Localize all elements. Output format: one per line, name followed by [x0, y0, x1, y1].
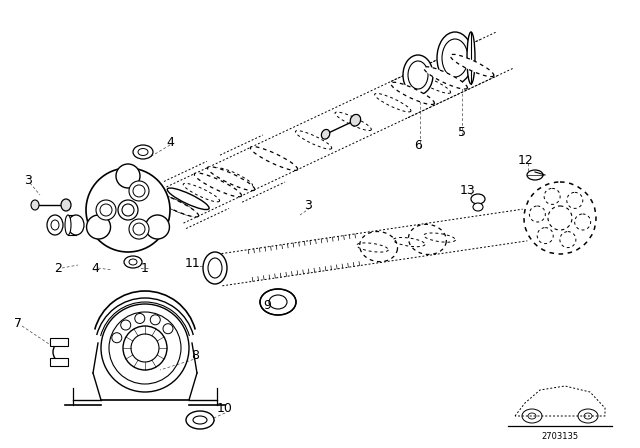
Ellipse shape: [31, 200, 39, 210]
Ellipse shape: [269, 295, 287, 309]
Ellipse shape: [133, 145, 153, 159]
Ellipse shape: [575, 214, 591, 230]
Ellipse shape: [203, 252, 227, 284]
Ellipse shape: [442, 39, 468, 77]
Ellipse shape: [68, 215, 84, 235]
Text: 5: 5: [458, 125, 466, 138]
Ellipse shape: [118, 200, 138, 220]
Ellipse shape: [527, 170, 543, 180]
Ellipse shape: [391, 82, 435, 104]
Ellipse shape: [129, 219, 149, 239]
Text: 3: 3: [24, 173, 32, 186]
Ellipse shape: [167, 188, 209, 210]
Bar: [50, 358, 68, 366]
Ellipse shape: [408, 61, 428, 89]
Text: 11: 11: [185, 257, 201, 270]
Ellipse shape: [195, 173, 241, 197]
Ellipse shape: [100, 204, 112, 216]
Ellipse shape: [61, 199, 71, 211]
Ellipse shape: [260, 289, 296, 315]
Text: 3: 3: [304, 198, 312, 211]
Ellipse shape: [250, 146, 298, 170]
Ellipse shape: [65, 215, 71, 235]
Ellipse shape: [135, 314, 145, 323]
Text: 8: 8: [191, 349, 199, 362]
Ellipse shape: [124, 256, 142, 268]
Ellipse shape: [450, 54, 494, 77]
Ellipse shape: [350, 114, 360, 126]
Ellipse shape: [544, 189, 560, 204]
Ellipse shape: [154, 194, 196, 216]
Ellipse shape: [86, 168, 170, 252]
Ellipse shape: [129, 259, 137, 265]
Ellipse shape: [129, 181, 149, 201]
Ellipse shape: [152, 193, 198, 217]
Ellipse shape: [133, 185, 145, 197]
Text: 2: 2: [54, 262, 62, 275]
Ellipse shape: [524, 182, 596, 254]
Ellipse shape: [51, 220, 59, 230]
Text: 9: 9: [263, 298, 271, 311]
Ellipse shape: [437, 32, 473, 84]
Ellipse shape: [193, 416, 207, 424]
Ellipse shape: [208, 258, 222, 278]
Text: 4: 4: [91, 262, 99, 275]
Text: 13: 13: [460, 184, 476, 197]
Ellipse shape: [150, 315, 160, 325]
Ellipse shape: [186, 411, 214, 429]
Bar: [50, 338, 68, 346]
Ellipse shape: [424, 67, 467, 89]
Text: 1: 1: [141, 262, 149, 275]
Ellipse shape: [122, 204, 134, 216]
Ellipse shape: [560, 232, 576, 248]
Ellipse shape: [207, 167, 255, 190]
Ellipse shape: [116, 164, 140, 188]
Ellipse shape: [133, 223, 145, 235]
Ellipse shape: [473, 203, 483, 211]
Text: 10: 10: [217, 401, 233, 414]
Ellipse shape: [403, 55, 433, 95]
Ellipse shape: [321, 129, 330, 139]
Ellipse shape: [567, 192, 583, 208]
Ellipse shape: [471, 194, 485, 204]
Text: 4: 4: [166, 135, 174, 148]
Ellipse shape: [121, 320, 131, 330]
Ellipse shape: [467, 32, 475, 84]
Text: 6: 6: [414, 138, 422, 151]
Text: 7: 7: [14, 316, 22, 329]
Ellipse shape: [96, 200, 116, 220]
Ellipse shape: [138, 148, 148, 155]
Ellipse shape: [145, 215, 170, 239]
Ellipse shape: [47, 215, 63, 235]
Text: 12: 12: [518, 154, 534, 167]
Ellipse shape: [529, 206, 545, 222]
Ellipse shape: [86, 215, 111, 239]
Ellipse shape: [537, 228, 553, 244]
Ellipse shape: [112, 333, 122, 343]
Text: 2703135: 2703135: [541, 431, 579, 440]
Ellipse shape: [548, 206, 572, 230]
Ellipse shape: [163, 324, 173, 334]
